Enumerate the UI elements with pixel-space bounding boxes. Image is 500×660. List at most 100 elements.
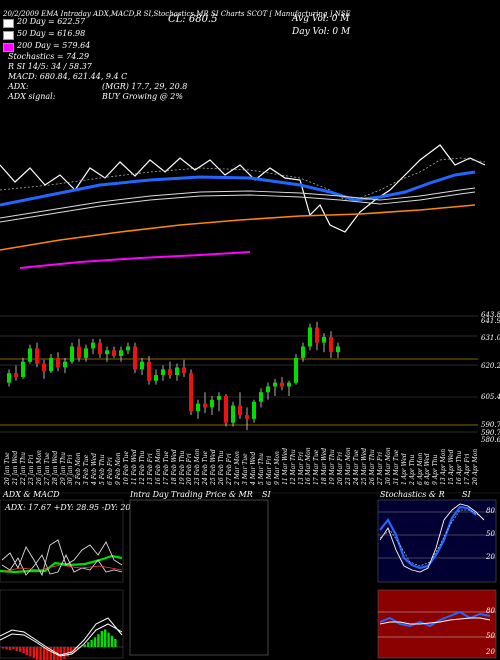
candle-body (224, 396, 228, 423)
date-tick: 21 Jan Wed (11, 450, 19, 485)
date-tick: 18 Mar Wed (321, 447, 329, 485)
adx-values: (MGR) 17.7, 29, 20.8 (102, 82, 188, 91)
date-tick: 4 Feb Wed (91, 453, 99, 485)
candle-body (322, 336, 326, 343)
price-tick: 631.02 (481, 334, 500, 342)
ema200-label: 200 Day = 579.64 (17, 41, 91, 50)
candle-body (140, 361, 144, 370)
price-tick: 641.90 (481, 317, 500, 325)
ema50-line (0, 170, 476, 207)
date-tick: 11 Feb Wed (130, 449, 138, 485)
date-tick: 12 Mar Thu (289, 449, 297, 485)
day-vol: Day Vol: 0 M (292, 27, 351, 37)
ema200-swatch (3, 43, 14, 52)
date-tick: 27 Mar Fri (376, 452, 384, 485)
candle-body (42, 363, 46, 372)
date-tick: 22 Jan Thu (19, 451, 27, 485)
stoch-tick: 20 (486, 553, 495, 561)
candle-body (154, 375, 158, 381)
candle-body (161, 369, 165, 376)
adx-label: ADX: (8, 82, 29, 91)
candle-body (294, 357, 298, 383)
date-tick: 1 Apr Wed (400, 453, 408, 485)
ema20-swatch (3, 19, 14, 28)
date-tick: 6 Apr Mon (416, 452, 424, 485)
adx-panel-title: ADX & MACD (3, 490, 60, 499)
date-tick: 9 Apr Thu (432, 454, 440, 485)
date-tick: 9 Mar Mon (273, 451, 281, 485)
date-tick: 10 Feb Tue (123, 450, 130, 485)
date-tick: 5 Mar Thu (257, 453, 265, 485)
candle-body (287, 382, 291, 387)
candle-body (126, 346, 130, 351)
date-tick: 9 Feb Mon (115, 452, 123, 485)
ema50-swatch (3, 31, 14, 40)
price-grid (0, 315, 478, 433)
ema200-line (0, 204, 476, 251)
candle-body (315, 327, 319, 343)
stoch-tick: 80 (486, 507, 495, 515)
date-tick: 20 Mar Fri (337, 452, 345, 485)
date-tick: 31 Mar Tue (392, 449, 400, 485)
candle-body (203, 403, 207, 408)
date-tick: 24 Mar Tue (353, 449, 361, 485)
candle-body (91, 342, 95, 349)
candle-body (49, 357, 53, 372)
candle-body (259, 392, 263, 402)
ema20-line (0, 144, 486, 233)
date-tick: 2 Feb Mon (75, 452, 83, 485)
candle-body (238, 405, 242, 416)
date-tick: 27 Feb Fri (226, 453, 234, 485)
stoch-panel-si: SI (462, 490, 471, 499)
date-tick: 23 Feb Mon (194, 448, 202, 485)
date-tick: 3 Feb Tue (83, 454, 91, 485)
price-tick: 590.72 (481, 429, 500, 437)
price-tick: 590.72 (481, 421, 500, 429)
rsi-tick: 50 (486, 632, 495, 640)
ema20-label: 20 Day = 622.57 (17, 17, 86, 26)
date-tick: 20 Apr Mon (472, 448, 480, 485)
date-tick: 13 Mar Fri (297, 452, 305, 485)
candle-body (168, 369, 172, 376)
candle-body (280, 382, 284, 387)
date-tick: 4 Mar Wed (249, 451, 257, 485)
price-tick: 643.88 (481, 311, 500, 319)
candle-body (28, 348, 32, 362)
candle-body (189, 373, 193, 412)
date-tick: 16 Feb Mon (154, 448, 162, 485)
date-tick: 26 Feb Thu (218, 450, 226, 485)
candle-body (210, 399, 214, 408)
date-tick: 26 Jan Mon (35, 450, 43, 485)
date-tick: 23 Jan Fri (27, 454, 35, 485)
date-tick: 16 Apr Thu (456, 450, 464, 485)
date-tick: 19 Feb Thu (178, 450, 186, 485)
candle-body (245, 415, 249, 419)
date-tick: 6 Feb Fri (107, 457, 115, 485)
date-tick: 6 Mar Fri (265, 455, 273, 485)
intraday-panel-si: SI (262, 490, 271, 499)
date-tick: 13 Apr Mon (440, 448, 448, 485)
date-tick: 13 Feb Fri (146, 453, 154, 485)
candle-body (196, 403, 200, 412)
candle-body (21, 361, 25, 377)
price-tick: 580.63 (481, 436, 500, 444)
adx-panel-stats: ADX: 17.67 +DY: 28.95 -DY: 20.26 (5, 503, 144, 512)
rsi-label: R SI 14/5: 34 / 58.37 (8, 62, 92, 71)
candle-body (329, 336, 333, 353)
candle-body (70, 346, 74, 362)
candle-body (119, 350, 123, 356)
chart-title: 20/2/2009 EMA Intraday ADX,MACD,R SI,Sto… (3, 10, 351, 18)
magenta-line (19, 251, 251, 269)
candle-body (231, 405, 235, 423)
date-tick: 17 Apr Fri (464, 453, 472, 485)
candle-body (266, 386, 270, 393)
date-tick: 24 Feb Tue (202, 450, 210, 485)
rsi-tick: 20 (486, 648, 495, 656)
candle-body (105, 350, 109, 355)
date-tick: 5 Feb Thu (99, 454, 107, 485)
date-tick: 29 Jan Thu (59, 451, 67, 485)
candle-body (133, 346, 137, 370)
candlesticks (7, 321, 340, 431)
date-tick: 20 Jan Tue (4, 452, 11, 485)
